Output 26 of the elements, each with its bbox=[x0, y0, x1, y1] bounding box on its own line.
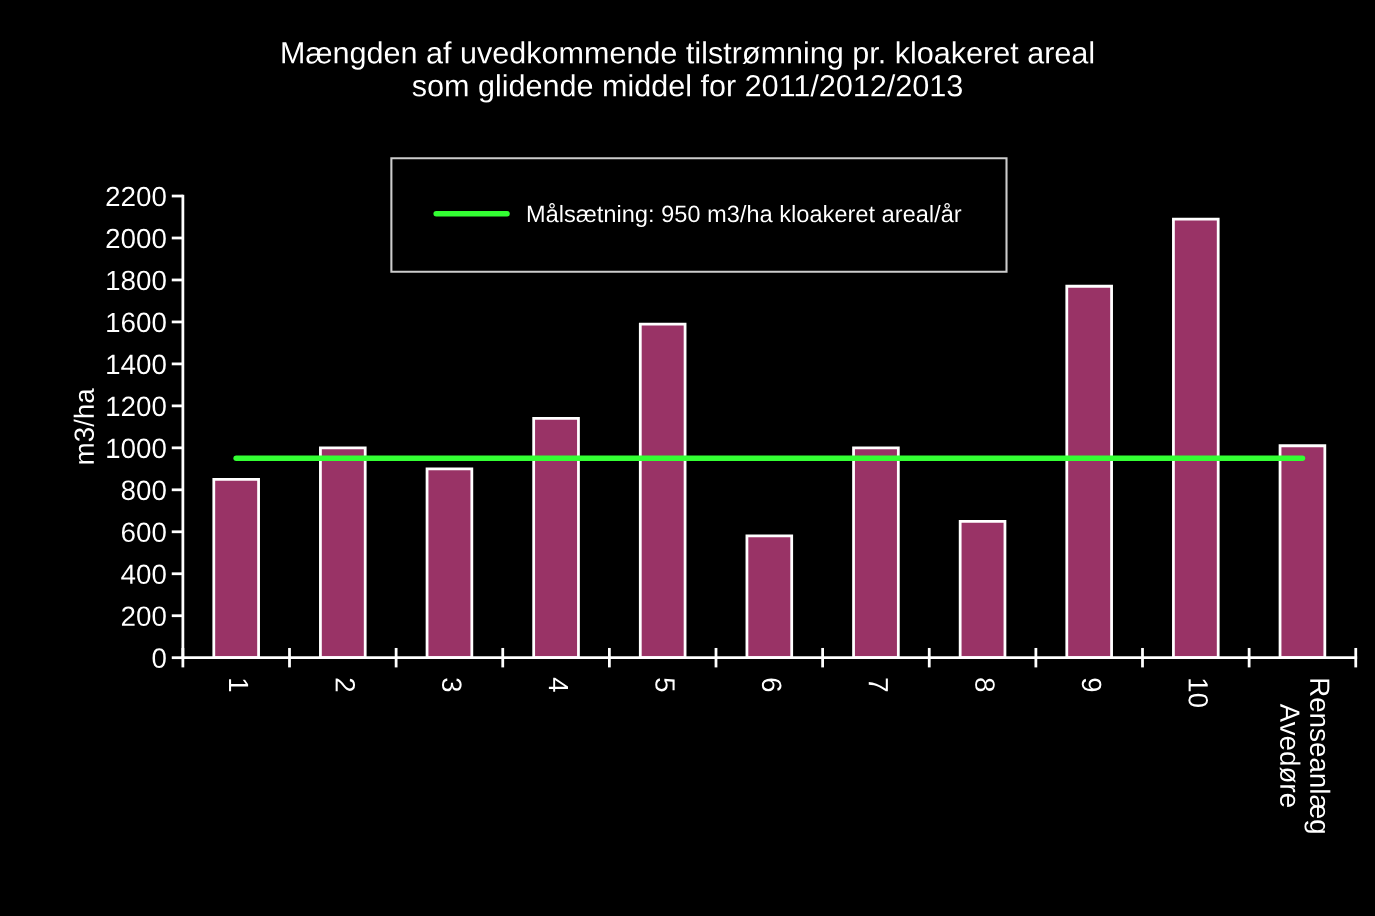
legend-label: Målsætning: 950 m3/ha kloakeret areal/år bbox=[527, 203, 962, 227]
y-tick-label: 1000 bbox=[107, 438, 166, 459]
x-tick-label: 10 bbox=[1188, 679, 1209, 707]
x-tick-label: 4 bbox=[548, 677, 568, 692]
y-axis-title: m3/ha bbox=[73, 388, 95, 464]
y-tick-label: 600 bbox=[121, 522, 166, 543]
x-tick-label: 9 bbox=[1081, 678, 1102, 692]
x-tick-label: 6 bbox=[761, 678, 782, 692]
x-tick-label: Renseanlæg Avedøre bbox=[1279, 679, 1331, 833]
x-tick-label: 2 bbox=[335, 678, 356, 692]
y-tick-label: 2000 bbox=[106, 228, 166, 249]
y-tick-label: 1200 bbox=[107, 396, 166, 417]
x-tick-label: 5 bbox=[655, 678, 675, 692]
y-tick-label: 1400 bbox=[107, 354, 166, 375]
x-tick-label: 8 bbox=[975, 678, 995, 692]
y-tick-label: 0 bbox=[152, 648, 166, 669]
x-tick-label: 3 bbox=[441, 678, 462, 692]
y-tick-label: 2200 bbox=[106, 186, 166, 207]
x-tick-label: 1 bbox=[229, 679, 249, 692]
y-tick-label: 200 bbox=[121, 606, 166, 627]
y-tick-label: 1600 bbox=[107, 312, 166, 333]
x-tick-label: 7 bbox=[868, 678, 888, 692]
y-tick-label: 1800 bbox=[107, 270, 166, 291]
chart-title: Mængden af uvedkommende tilstrømning pr. kloakeret areal som glidende middel for 2011/2012/2013 bbox=[282, 41, 1094, 103]
y-tick-label: 800 bbox=[121, 480, 166, 501]
y-tick-label: 400 bbox=[121, 564, 166, 585]
